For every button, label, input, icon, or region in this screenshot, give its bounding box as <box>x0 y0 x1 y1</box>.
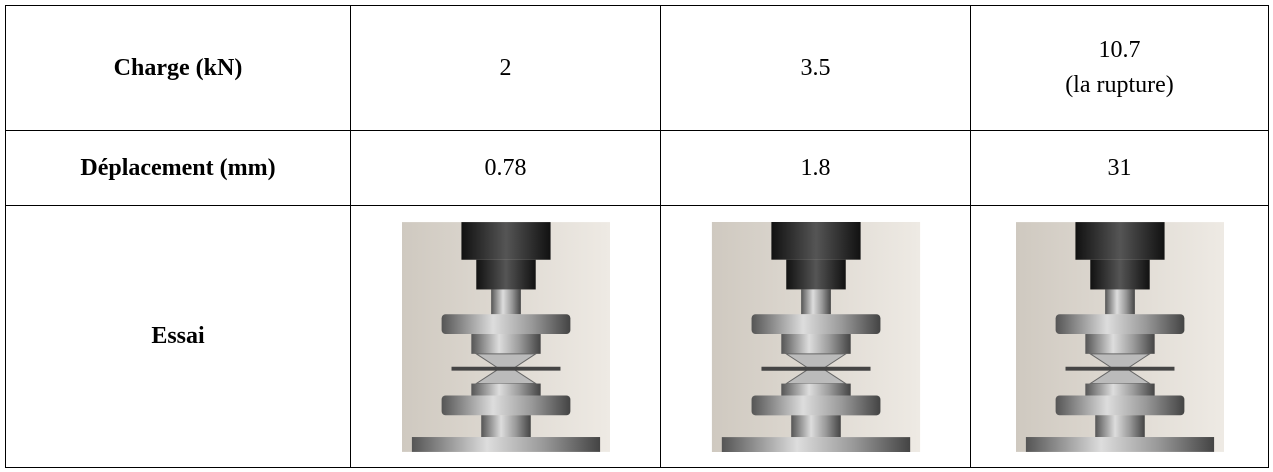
cell <box>970 205 1269 468</box>
row-header: Déplacement (mm) <box>5 130 351 206</box>
results-table: Charge (kN) 2 3.5 10.7 (la rupture) Dépla… <box>5 5 1269 468</box>
cell: 0.78 <box>350 130 661 206</box>
cell <box>660 205 971 468</box>
cell <box>350 205 661 468</box>
test-photo <box>706 222 926 452</box>
row-header: Charge (kN) <box>5 5 351 131</box>
test-photo <box>402 222 610 452</box>
cell: 3.5 <box>660 5 971 131</box>
cell-note: (la rupture) <box>1065 72 1174 98</box>
cell: 10.7 (la rupture) <box>970 5 1269 131</box>
test-photo <box>1016 217 1224 457</box>
row: Essai <box>5 205 1269 468</box>
cell: 2 <box>350 5 661 131</box>
row-header: Essai <box>5 205 351 468</box>
row: Déplacement (mm) 0.78 1.8 31 <box>5 130 1269 206</box>
cell: 1.8 <box>660 130 971 206</box>
cell-value: 10.7 <box>1098 37 1141 63</box>
row: Charge (kN) 2 3.5 10.7 (la rupture) <box>5 5 1269 131</box>
cell: 31 <box>970 130 1269 206</box>
